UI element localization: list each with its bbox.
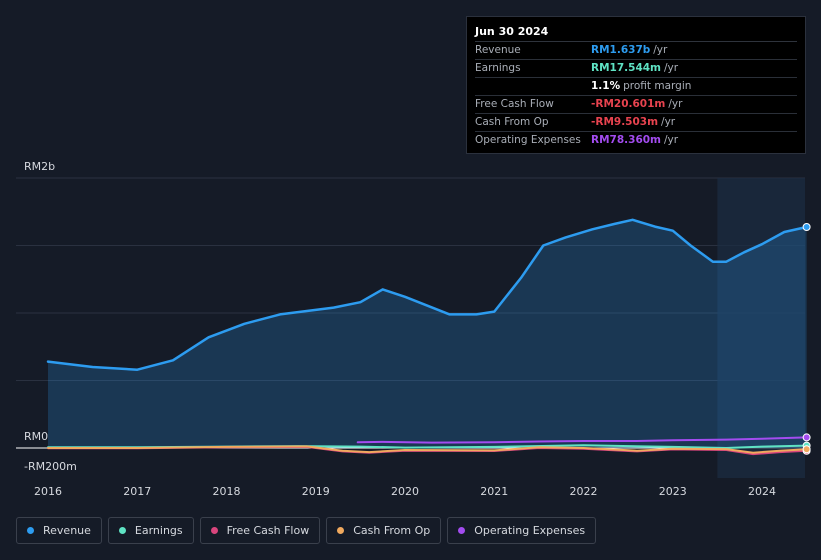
tooltip-row-value: 1.1% xyxy=(591,80,621,92)
axis-layer: RM2b RM0 -RM200m xyxy=(24,160,77,473)
tooltip-row-label: Earnings xyxy=(475,62,521,74)
tooltip-row-label xyxy=(475,78,591,95)
tooltip-row: Earnings RM17.544m/yr xyxy=(475,60,797,78)
cash-from-op-end-marker xyxy=(802,445,811,454)
legend-dot-icon xyxy=(27,527,34,534)
tooltip-row-label: Free Cash Flow xyxy=(475,98,554,110)
tooltip-rows: Revenue RM1.637b/yr Earnings RM17.544m/yr 1.… xyxy=(475,42,797,149)
y-axis-label-top: RM2b xyxy=(24,160,55,173)
tooltip-row-value: -RM9.503m xyxy=(591,116,659,128)
tooltip-row-value: RM1.637b xyxy=(591,44,651,56)
tooltip-row: Operating Expenses RM78.360m/yr xyxy=(475,132,797,149)
revenue-line xyxy=(46,218,808,371)
x-tick-2018: 2018 xyxy=(213,485,241,498)
operating-expenses-line xyxy=(356,436,808,444)
forecast-shading xyxy=(717,178,805,478)
x-tick-2022: 2022 xyxy=(570,485,598,498)
tooltip-row-value: RM78.360m xyxy=(591,134,661,146)
tooltip-row-unit: /yr xyxy=(661,116,676,128)
tooltip-row-unit: /yr xyxy=(668,98,683,110)
tooltip-row-label: Revenue xyxy=(475,44,521,56)
tooltip-row-value: -RM20.601m xyxy=(591,98,666,110)
tooltip-row: 1.1% profit margin xyxy=(475,78,797,96)
tooltip-row-unit: profit margin xyxy=(623,80,692,92)
legend-item-earnings[interactable]: Earnings xyxy=(107,517,194,544)
x-tick-2020: 2020 xyxy=(391,485,419,498)
tooltip-date: Jun 30 2024 xyxy=(475,23,797,42)
data-tooltip: Jun 30 2024 Revenue RM1.637b/yr Earnings RM… xyxy=(466,16,806,154)
x-axis-ticks: 2016 2017 2018 2019 2020 2021 2022 2023 2024 xyxy=(34,485,776,498)
legend-label: Revenue xyxy=(43,524,91,537)
tooltip-row-label: Cash From Op xyxy=(475,116,549,128)
legend-dot-icon xyxy=(210,527,218,534)
x-tick-2021: 2021 xyxy=(480,485,508,498)
cash-from-op-line xyxy=(47,445,808,454)
tooltip-row-unit: /yr xyxy=(664,134,679,146)
legend-dot-icon xyxy=(337,527,345,534)
legend-dot-icon xyxy=(118,527,126,534)
tooltip-row: Free Cash Flow -RM20.601m/yr xyxy=(475,96,797,114)
y-axis-label-bottom: -RM200m xyxy=(24,460,77,473)
series-layer xyxy=(46,218,811,456)
tooltip-row-value: RM17.544m xyxy=(591,62,661,74)
legend-dot-icon xyxy=(458,527,466,534)
tooltip-row-unit: /yr xyxy=(664,62,679,74)
operating-expenses-end-marker xyxy=(802,433,811,442)
legend-label: Free Cash Flow xyxy=(226,524,310,537)
tooltip-row-label: Operating Expenses xyxy=(475,134,581,146)
legend-item-revenue[interactable]: Revenue xyxy=(16,517,102,544)
tooltip-row: Cash From Op -RM9.503m/yr xyxy=(475,114,797,132)
legend-item-operating-expenses[interactable]: Operating Expenses xyxy=(447,517,597,544)
chart-legend: Revenue Earnings Free Cash Flow Cash From O… xyxy=(16,517,597,544)
legend-item-cash-from-op[interactable]: Cash From Op xyxy=(326,517,442,544)
revenue-area xyxy=(48,219,807,448)
x-tick-2016: 2016 xyxy=(34,485,62,498)
x-tick-2019: 2019 xyxy=(302,485,330,498)
legend-label: Operating Expenses xyxy=(474,524,586,537)
x-tick-2024: 2024 xyxy=(748,485,776,498)
y-axis-label-zero: RM0 xyxy=(24,430,48,443)
legend-item-free-cash-flow[interactable]: Free Cash Flow xyxy=(199,517,321,544)
x-tick-2017: 2017 xyxy=(123,485,151,498)
tooltip-row: Revenue RM1.637b/yr xyxy=(475,42,797,60)
legend-label: Earnings xyxy=(134,524,183,537)
tooltip-row-unit: /yr xyxy=(653,44,668,56)
legend-label: Cash From Op xyxy=(353,524,431,537)
x-tick-2023: 2023 xyxy=(659,485,687,498)
revenue-end-marker xyxy=(802,223,811,232)
